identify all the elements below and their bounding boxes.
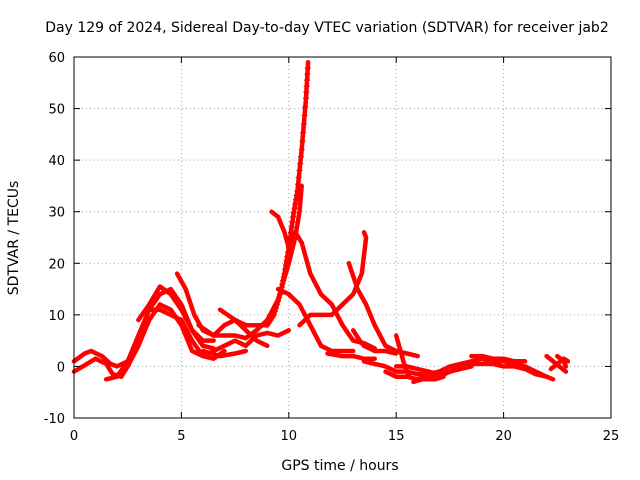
grid [74,57,611,418]
series-arc-18 [361,356,549,379]
plus-marker [304,71,311,78]
x-tick-label: 5 [177,429,185,444]
plus-marker [282,266,289,273]
plus-marker [294,188,301,195]
plus-marker [303,89,310,96]
plus-marker [290,209,297,216]
y-tick-label: 20 [48,257,65,272]
series-arc-21 [411,374,446,385]
plus-marker [302,103,309,110]
x-tick-label: 10 [281,429,298,444]
y-tick-label: 0 [57,360,65,375]
plus-marker [288,224,295,231]
plus-marker [295,174,302,181]
series-arc-9 [200,348,249,359]
series-arc-20 [393,364,474,377]
plus-marker [287,234,294,241]
y-axis-label: SDTVAR / TECUs [6,181,22,296]
plus-marker [287,229,294,236]
plus-marker [273,301,280,308]
series-arc-14 [297,230,369,328]
plus-marker [275,298,282,305]
series-arc-12 [269,209,377,351]
plus-marker [304,77,311,84]
series-arc-26 [555,353,569,369]
plus-marker [300,121,307,128]
plus-marker [304,65,311,72]
x-axis-label: GPS time / hours [281,458,398,474]
plus-marker [292,200,299,207]
plus-marker [293,192,300,199]
plus-marker [292,196,299,203]
series-arc-5 [146,307,227,361]
x-tick-label: 0 [70,429,78,444]
y-tick-label: 10 [48,309,65,324]
y-tick-label: 40 [48,154,65,169]
plot-frame [73,56,612,419]
plus-marker [299,138,306,145]
plus-marker [285,244,292,251]
plus-marker [276,294,283,301]
series-arc-16 [350,328,399,356]
y-tick-label: 30 [48,206,65,221]
plus-marker [278,284,285,291]
series-arc-17 [325,351,377,361]
plus-marker [296,167,303,174]
plus-marker [295,181,302,188]
series-arc-1 [71,348,130,369]
plus-marker [297,153,304,160]
series-arc-22 [393,333,412,379]
plus-marker [301,112,308,119]
series-arc-4 [136,284,216,343]
series-arc-13 [275,286,356,354]
plus-marker [286,239,293,246]
plus-marker [303,83,310,90]
y-tick-label: 60 [48,51,65,66]
plus-marker [280,277,287,284]
series-arc-15 [346,261,420,359]
plus-marker [277,287,284,294]
y-tick-label: -10 [44,412,65,427]
plus-marker [290,213,297,220]
plus-marker [281,270,288,277]
plus-marker [272,304,279,311]
plus-marker [279,280,286,287]
plus-marker [291,205,298,212]
series-arc-23 [469,353,528,364]
series-arc-19 [383,361,556,382]
plus-marker [284,253,291,260]
plus-marker [302,95,309,102]
plus-marker [283,257,290,264]
plus-marker [289,219,296,226]
data-series [71,59,571,385]
plus-marker [285,249,292,256]
chart-title: Day 129 of 2024, Sidereal Day-to-day VTE… [45,20,608,36]
plus-marker [297,160,304,167]
plus-marker [280,274,287,281]
x-tick-label: 20 [495,429,512,444]
plus-marker [277,291,284,298]
plus-marker [271,308,278,315]
plus-marker [298,146,305,153]
plus-marker [282,262,289,269]
x-tick-label: 25 [603,429,620,444]
plus-marker [300,129,307,136]
x-tick-label: 15 [388,429,405,444]
series-arc-8 [217,307,270,349]
axis-ticks: 0 5 10 15 20 25 -10 0 10 20 30 40 50 60 [44,51,620,444]
plus-marker [270,311,277,318]
y-tick-label: 50 [48,103,65,118]
